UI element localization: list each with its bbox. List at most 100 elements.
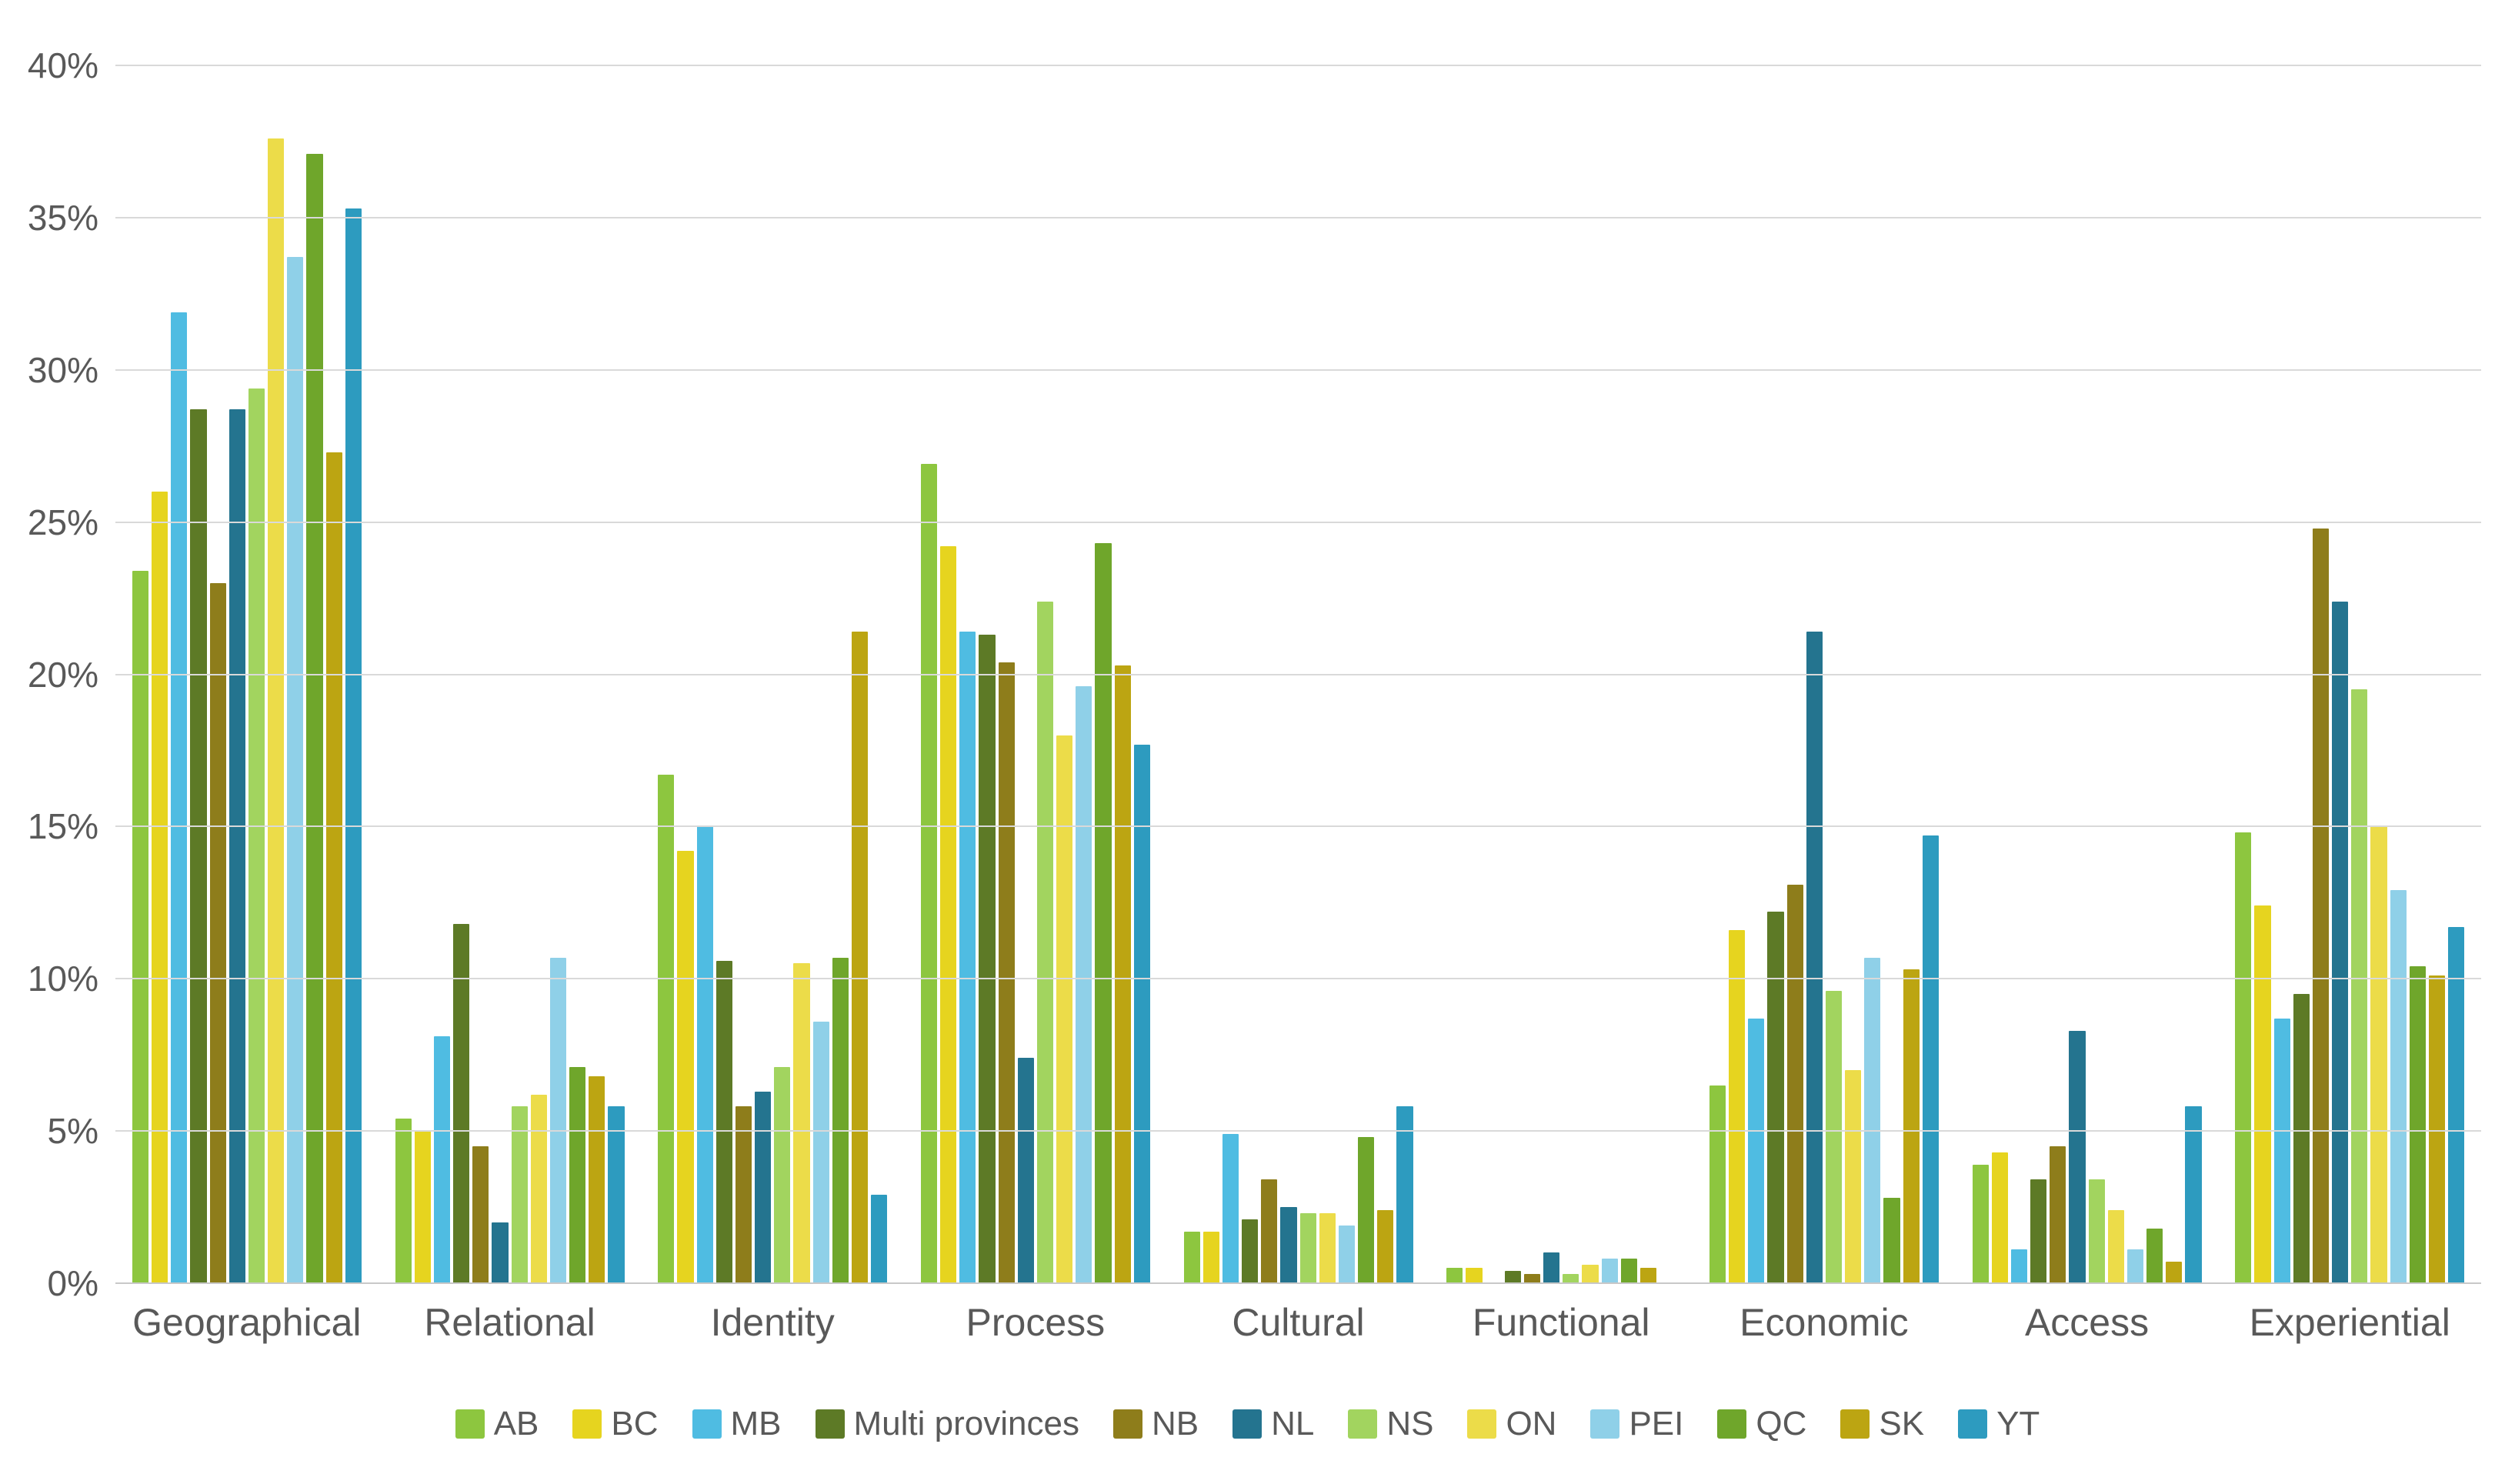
bar-pei-economic <box>1864 957 1881 1283</box>
legend-swatch-icon <box>692 1409 722 1439</box>
bar-sk-cultural <box>1377 1210 1394 1283</box>
bar-pei-functional <box>1601 1259 1618 1283</box>
bars-container <box>1709 65 1939 1283</box>
legend-item-nb: NB <box>1112 1405 1199 1443</box>
bar-multi-provinces-geographical <box>190 409 207 1283</box>
bar-nl-identity <box>755 1091 772 1283</box>
bar-mb-experiential <box>2273 1018 2290 1283</box>
bar-pei-experiential <box>2390 890 2407 1283</box>
bar-yt-access <box>2185 1106 2202 1283</box>
bar-pei-access <box>2126 1249 2144 1283</box>
bar-multi-provinces-economic <box>1767 912 1784 1283</box>
y-axis-tick-label: 10% <box>27 959 98 999</box>
bars-container <box>1446 65 1676 1283</box>
y-axis-tick-label: 40% <box>27 45 98 85</box>
bar-group-cultural <box>1167 65 1430 1283</box>
y-axis-tick-label: 25% <box>27 502 98 542</box>
legend-swatch-icon <box>1112 1409 1142 1439</box>
legend-label: NS <box>1386 1405 1434 1442</box>
bar-nb-identity <box>735 1106 752 1283</box>
legend-label: Multi provinces <box>853 1405 1079 1442</box>
legend-label: NL <box>1271 1405 1315 1442</box>
bar-bc-geographical <box>152 492 168 1283</box>
bar-bc-economic <box>1729 929 1746 1283</box>
bar-bc-process <box>940 546 957 1283</box>
gridline-5 <box>115 1130 2481 1132</box>
bar-nl-cultural <box>1280 1207 1297 1283</box>
bar-group-geographical <box>115 65 379 1283</box>
legend-label: YT <box>1996 1405 2040 1442</box>
legend-item-pei: PEI <box>1590 1405 1683 1443</box>
bar-yt-economic <box>1922 835 1939 1283</box>
category-label-experiential: Experiential <box>2249 1301 2450 1344</box>
bar-on-identity <box>793 963 810 1283</box>
y-axis-tick-label: 0% <box>47 1263 98 1303</box>
bar-nl-functional <box>1543 1252 1560 1283</box>
bars-container <box>132 65 362 1283</box>
bar-nb-functional <box>1523 1274 1541 1283</box>
gridline-0 <box>115 1282 2481 1284</box>
bar-on-functional <box>1582 1265 1599 1283</box>
bar-ab-experiential <box>2235 832 2252 1283</box>
bar-group-experiential <box>2218 65 2481 1283</box>
bar-yt-experiential <box>2448 926 2465 1283</box>
bar-ns-cultural <box>1299 1212 1316 1283</box>
bars-container <box>658 65 888 1283</box>
bars-container <box>920 65 1150 1283</box>
bar-ab-relational <box>395 1119 412 1283</box>
legend-swatch-icon <box>455 1409 485 1439</box>
bar-nb-experiential <box>2312 528 2330 1283</box>
bar-on-economic <box>1845 1069 1862 1283</box>
bar-pei-relational <box>549 957 567 1283</box>
bar-ab-access <box>1972 1164 1989 1283</box>
bar-multi-provinces-process <box>979 635 996 1283</box>
bar-nb-process <box>998 662 1015 1283</box>
bar-pei-cultural <box>1338 1225 1356 1283</box>
bar-yt-process <box>1133 744 1150 1283</box>
bar-qc-cultural <box>1358 1137 1375 1283</box>
bar-mb-cultural <box>1222 1134 1239 1283</box>
bar-sk-economic <box>1903 969 1920 1283</box>
bar-ns-access <box>2088 1179 2105 1283</box>
bar-qc-functional <box>1620 1259 1637 1283</box>
bar-ab-functional <box>1446 1268 1463 1283</box>
bars-container <box>1972 65 2202 1283</box>
bar-bc-relational <box>414 1131 431 1283</box>
bar-mb-access <box>2010 1249 2028 1283</box>
legend-item-ab: AB <box>455 1405 539 1443</box>
y-axis-tick-label: 20% <box>27 654 98 695</box>
legend-swatch-icon <box>1717 1409 1747 1439</box>
y-axis-tick-label: 5% <box>47 1111 98 1152</box>
bar-ns-experiential <box>2351 689 2368 1283</box>
y-axis: 0% 5% 10% 15% 20% 25% 30% 35% 40% <box>0 45 98 1303</box>
legend-item-bc: BC <box>572 1405 659 1443</box>
legend-label: ON <box>1506 1405 1557 1442</box>
bar-multi-provinces-cultural <box>1242 1219 1259 1283</box>
legend-swatch-icon <box>1232 1409 1263 1439</box>
bar-nl-economic <box>1806 632 1823 1283</box>
gridline-40 <box>115 65 2481 66</box>
bar-multi-provinces-identity <box>715 960 732 1283</box>
bar-qc-economic <box>1883 1198 1900 1283</box>
bars-container <box>395 65 625 1283</box>
bar-group-access <box>1956 65 2219 1283</box>
bar-mb-geographical <box>171 312 188 1283</box>
bar-group-relational <box>379 65 642 1283</box>
bar-on-cultural <box>1319 1212 1336 1283</box>
bar-sk-relational <box>589 1075 605 1283</box>
bar-nl-geographical <box>228 409 245 1283</box>
bar-ab-process <box>920 464 938 1283</box>
bar-group-identity <box>641 65 904 1283</box>
legend-item-sk: SK <box>1840 1405 1924 1443</box>
bar-ns-functional <box>1563 1274 1579 1283</box>
gridline-30 <box>115 368 2481 371</box>
bar-sk-access <box>2166 1262 2183 1283</box>
bar-sk-experiential <box>2428 975 2446 1283</box>
legend-swatch-icon <box>1348 1409 1378 1439</box>
bar-yt-cultural <box>1396 1106 1413 1283</box>
legend-item-mb: MB <box>692 1405 782 1443</box>
bar-mb-relational <box>433 1036 451 1283</box>
legend-label: AB <box>493 1405 539 1442</box>
bar-yt-identity <box>871 1195 888 1283</box>
